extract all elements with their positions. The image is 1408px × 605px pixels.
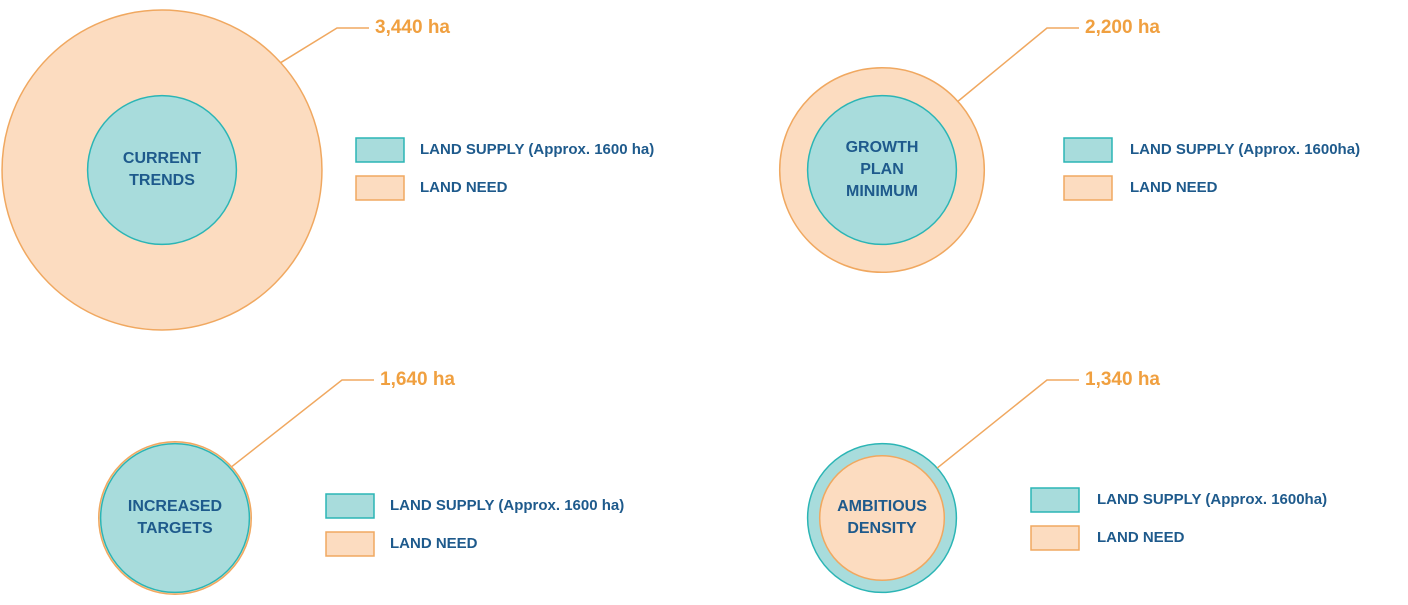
legend-swatch bbox=[355, 175, 405, 201]
bubble bbox=[99, 442, 251, 594]
bubble-label: CURRENT bbox=[123, 150, 201, 167]
leader-line bbox=[936, 379, 1079, 469]
bubble-label: DENSITY bbox=[847, 520, 917, 537]
value-label: 2,200 ha bbox=[1085, 17, 1160, 38]
legend-label: LAND SUPPLY (Approx. 1600 ha) bbox=[390, 497, 624, 514]
bubble bbox=[86, 94, 238, 246]
value-label: 3,440 ha bbox=[375, 17, 450, 38]
legend-label: LAND NEED bbox=[420, 179, 508, 196]
legend-label: LAND SUPPLY (Approx. 1600 ha) bbox=[420, 141, 654, 158]
bubble-label: PLAN bbox=[860, 161, 904, 178]
value-label: 1,640 ha bbox=[380, 369, 455, 390]
bubble-label: GROWTH bbox=[846, 139, 919, 156]
bubble bbox=[818, 454, 946, 582]
legend-label: LAND SUPPLY (Approx. 1600ha) bbox=[1130, 141, 1360, 158]
legend-swatch bbox=[1063, 175, 1113, 201]
bubble bbox=[806, 94, 958, 246]
legend-label: LAND NEED bbox=[1097, 529, 1185, 546]
legend-swatch bbox=[355, 137, 405, 163]
legend-swatch bbox=[1063, 137, 1113, 163]
legend-label: LAND NEED bbox=[390, 535, 478, 552]
leader-line bbox=[231, 379, 374, 468]
leader-line bbox=[280, 27, 369, 64]
legend-label: LAND SUPPLY (Approx. 1600ha) bbox=[1097, 491, 1327, 508]
value-label: 1,340 ha bbox=[1085, 369, 1160, 390]
legend-swatch bbox=[1030, 525, 1080, 551]
bubble-label: TRENDS bbox=[129, 172, 195, 189]
bubble-label: TARGETS bbox=[137, 520, 213, 537]
bubble-label: MINIMUM bbox=[846, 183, 918, 200]
legend-swatch bbox=[1030, 487, 1080, 513]
legend-swatch bbox=[325, 493, 375, 519]
bubble-label: AMBITIOUS bbox=[837, 498, 927, 515]
bubble-label: INCREASED bbox=[128, 498, 222, 515]
legend-label: LAND NEED bbox=[1130, 179, 1218, 196]
leader-line bbox=[957, 27, 1079, 102]
legend-swatch bbox=[325, 531, 375, 557]
